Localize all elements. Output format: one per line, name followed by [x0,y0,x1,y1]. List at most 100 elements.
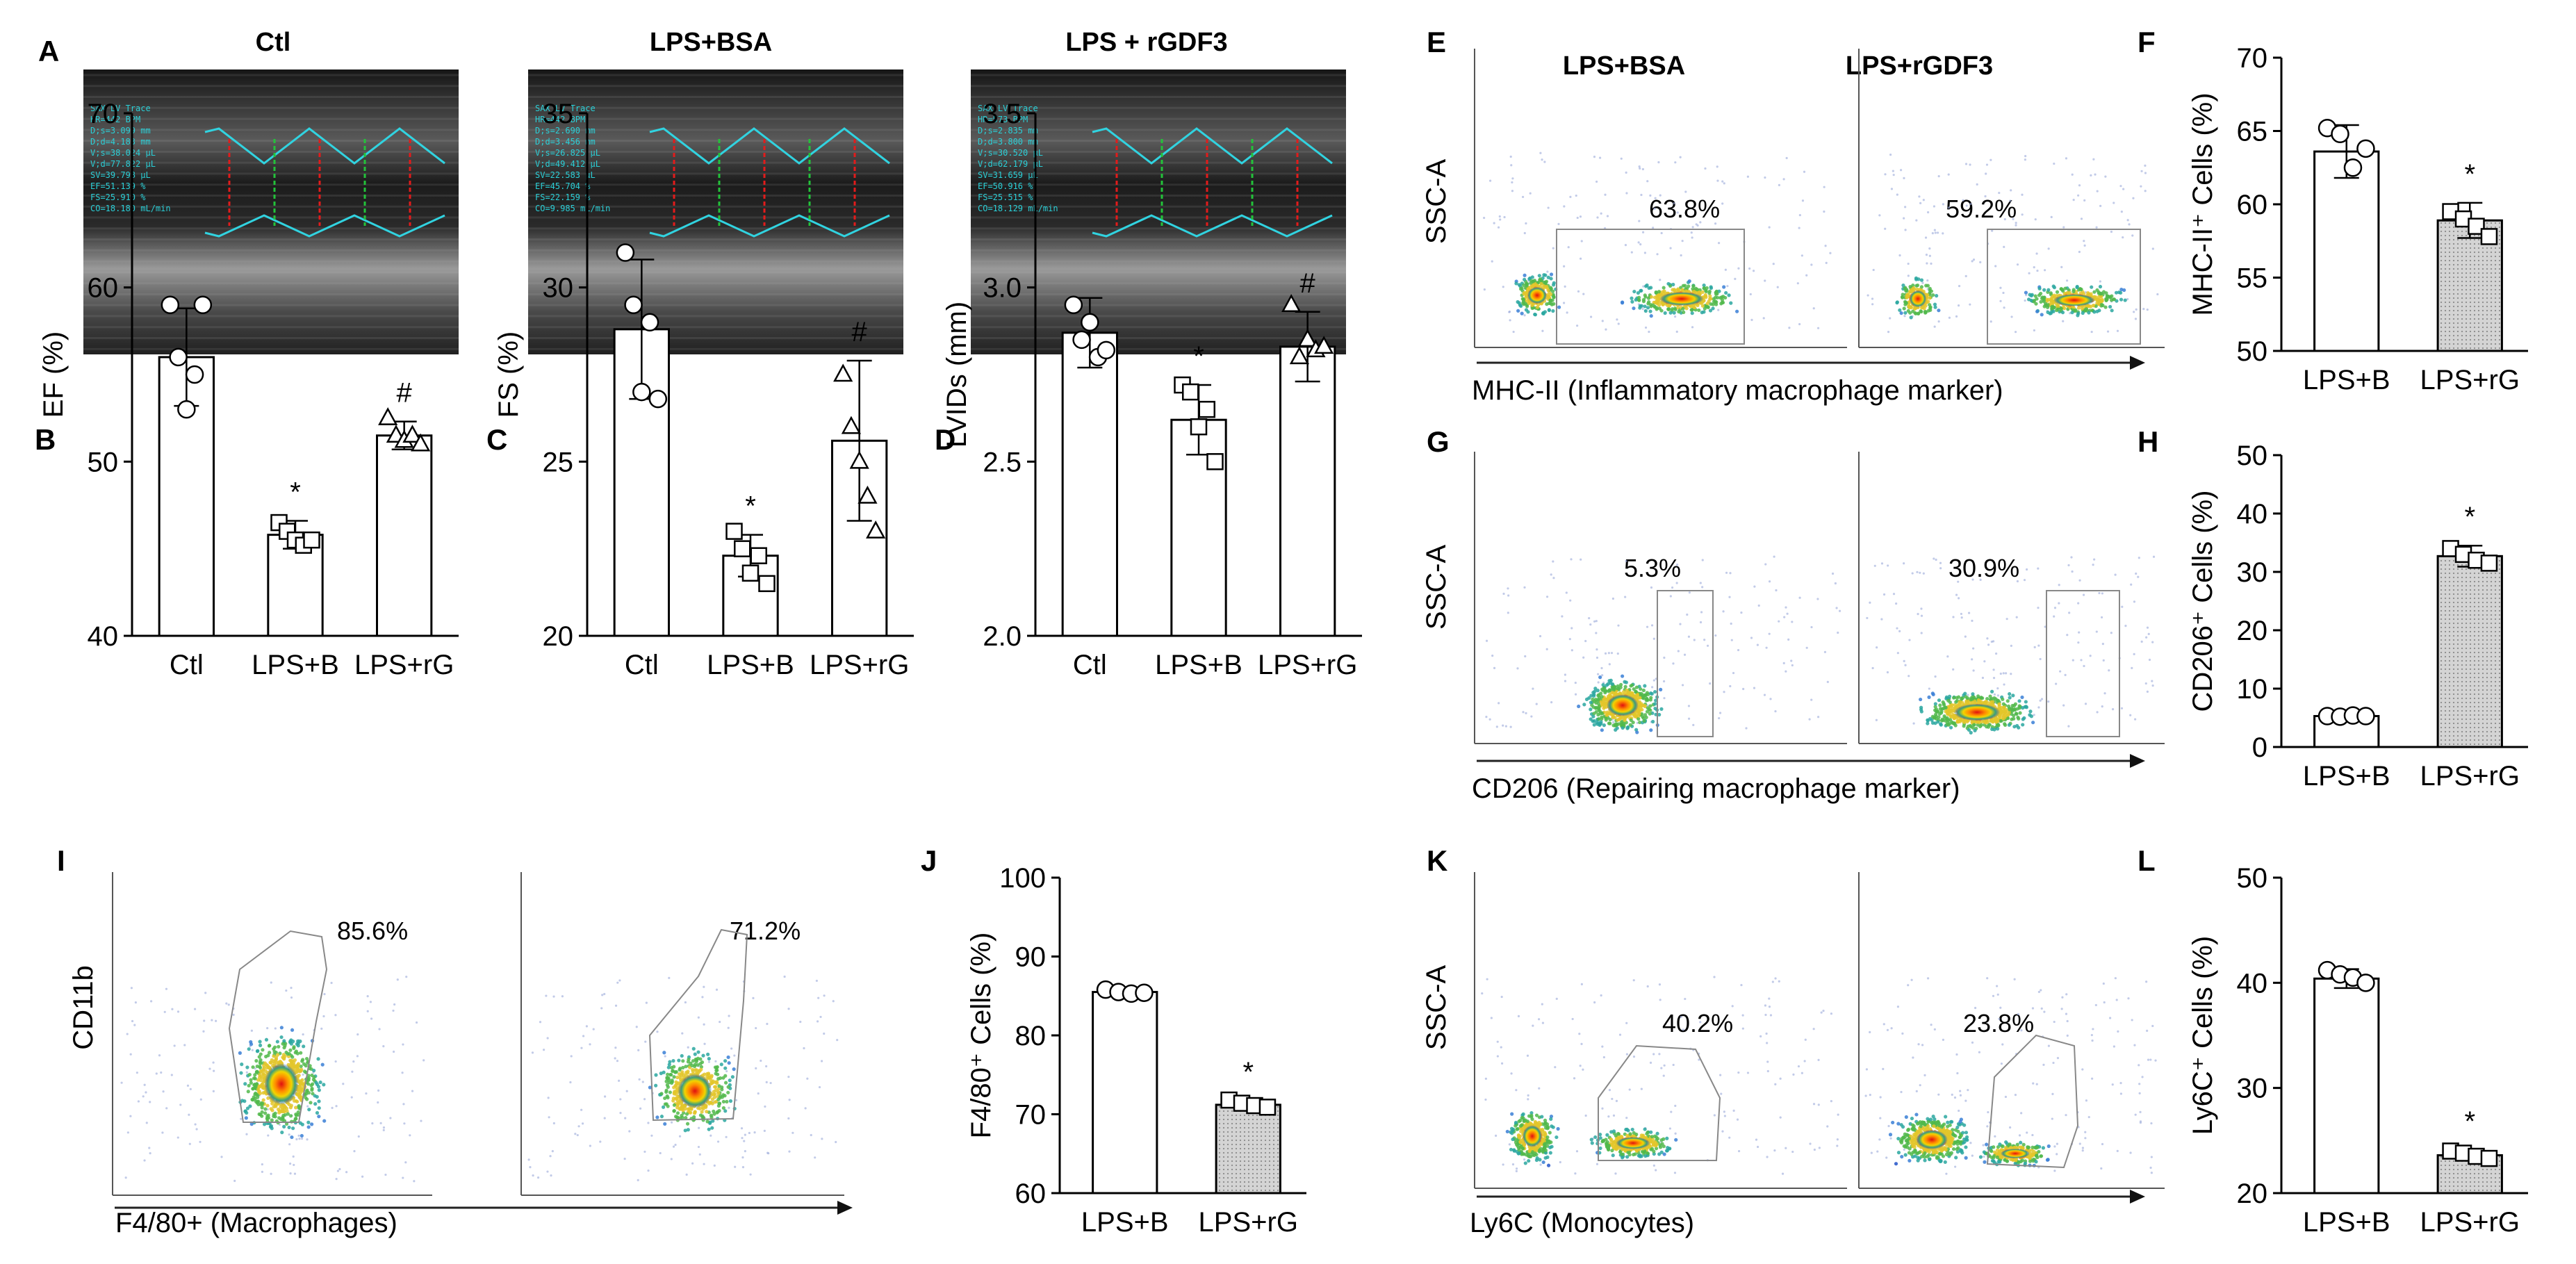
x-tick-label: LPS+B [2303,1207,2390,1238]
echo-readout-line: V;s=30.520 µL [978,148,1043,158]
y-tick-label: 70 [1015,1100,1047,1131]
panel-label-c: C [486,423,507,456]
y-tick-label: 0 [2252,732,2267,763]
x-tick-label: LPS+B [2303,365,2390,395]
x-tick-label: LPS+B [1081,1207,1169,1238]
flow-row-g [1474,452,2165,768]
y-axis-label: LVIDs (mm) [942,302,972,448]
data-point [1097,340,1116,360]
data-point [2356,707,2375,725]
x-tick-label: LPS+B [252,650,339,680]
data-point [1297,329,1318,347]
data-point [1064,295,1083,314]
significance-mark: # [852,317,868,347]
bar [2313,150,2380,352]
y-tick-label: 50 [88,447,119,477]
significance-mark: # [397,378,413,409]
data-point [1258,1099,1277,1116]
flow-header-lps-rgdf3: LPS+rGDF3 [1846,51,1993,81]
panel-label-j: J [921,844,937,877]
data-point [741,564,760,582]
echo-readout-line: FS=22.159 % [535,192,591,202]
y-tick-label: 50 [2237,441,2268,471]
y-axis-label: F4/80⁺ Cells (%) [966,933,996,1139]
significance-mark: * [1242,1057,1254,1087]
flow-k-x-axis-label: Ly6C (Monocytes) [1470,1208,1694,1238]
echo-readout-line: D;s=3.099 mm [90,126,151,136]
flow-i-x-axis-label: F4/80+ (Macrophages) [115,1208,397,1238]
x-tick-label: Ctl [170,650,204,680]
y-tick-label: 50 [2237,863,2268,894]
significance-mark: * [290,477,301,508]
chart-j: 60 70 80 90 100 F4/80⁺ Cells (%) LPS+B LPS+rG * [966,863,1306,1238]
echo-readout-line: V;d=62.179 µL [978,159,1043,169]
echo-readout-line: HR=442 BPM [535,115,585,124]
x-tick-label: LPS+B [707,650,794,680]
gate-box [1657,590,1714,737]
echo-readout-line: SAX LV Trace [90,104,151,113]
bar [1061,331,1118,637]
data-point [177,400,196,419]
flow-i-gate-2: 71.2% [730,917,801,945]
y-tick-label: 3.0 [983,273,1022,304]
echo-readout-line: D;d=3.800 mm [978,137,1038,147]
axis-arrow-head [837,1201,853,1215]
echo-header-lps-rgdf3: LPS + rGDF3 [1065,28,1227,57]
flow-e-y-axis-label: SSC-A [1421,159,1452,245]
echo-readout-line: D;s=2.835 mm [978,126,1038,136]
flow-g-y-axis-label: SSC-A [1421,545,1452,630]
data-point [866,520,886,539]
data-point [750,547,767,564]
y-axis-label: Ly6C⁺ Cells (%) [2188,936,2218,1135]
chart-c: 20 25 30 35 FS (%) Ctl LPS+B * LPS+rG # [493,99,914,680]
data-point [378,407,398,425]
echo-readout-line: D;d=4.183 mm [90,137,151,147]
y-tick-label: 30 [2237,557,2268,588]
bar [2313,977,2380,1195]
panel-label-h: H [2138,425,2158,458]
chart-b: 40 50 60 70 EF (%) Ctl LPS+B * LPS+rG # [38,99,459,680]
axis-arrow-head [2130,754,2145,768]
x-tick-label: Ctl [1073,650,1107,680]
lv-trace-top [649,127,890,165]
flow-k-y-axis-label: SSC-A [1421,965,1452,1051]
flow-row-k [1474,872,2165,1204]
data-point [758,575,776,593]
data-point [2480,228,2498,245]
significance-mark: # [1300,268,1316,299]
y-tick-label: 40 [2237,499,2268,530]
data-point [169,347,188,367]
data-point [632,382,651,402]
x-tick-label: LPS+B [2303,761,2390,791]
y-axis-label: FS (%) [493,331,524,418]
flow-plot-g-1 [1474,452,1847,744]
y-tick-label: 30 [543,273,574,304]
panel-label-d: D [935,423,955,456]
echo-readout-line: SV=39.798 µL [90,170,151,180]
flow-row-e [1474,49,2165,370]
panel-label-l: L [2138,844,2156,877]
significance-mark: * [2464,502,2475,532]
data-point [734,540,751,557]
flow-plot-g-2 [1858,452,2165,744]
bar [1092,991,1158,1195]
data-point [402,425,423,443]
gate-box [1556,229,1745,345]
x-tick-label: LPS+rG [2420,365,2520,395]
x-tick-label: LPS+rG [354,650,454,680]
lv-trace-bottom [204,214,445,238]
echo-readout-line: FS=25.910 % [90,192,146,202]
panel-label-a: A [38,35,59,67]
echo-readout-line: SV=31.659 µL [978,170,1038,180]
axis-arrow-head [2130,356,2145,370]
flow-plot-e-2 [1858,49,2165,348]
echo-readout-line: HR=573 BPM [978,115,1028,124]
y-tick-label: 50 [2237,336,2268,367]
x-tick-label: LPS+rG [1258,650,1357,680]
y-tick-label: 70 [2237,43,2268,74]
data-point [185,365,204,384]
data-point [1314,336,1334,354]
gate-polygon [1986,1034,2079,1169]
y-tick-label: 2.0 [983,621,1022,652]
